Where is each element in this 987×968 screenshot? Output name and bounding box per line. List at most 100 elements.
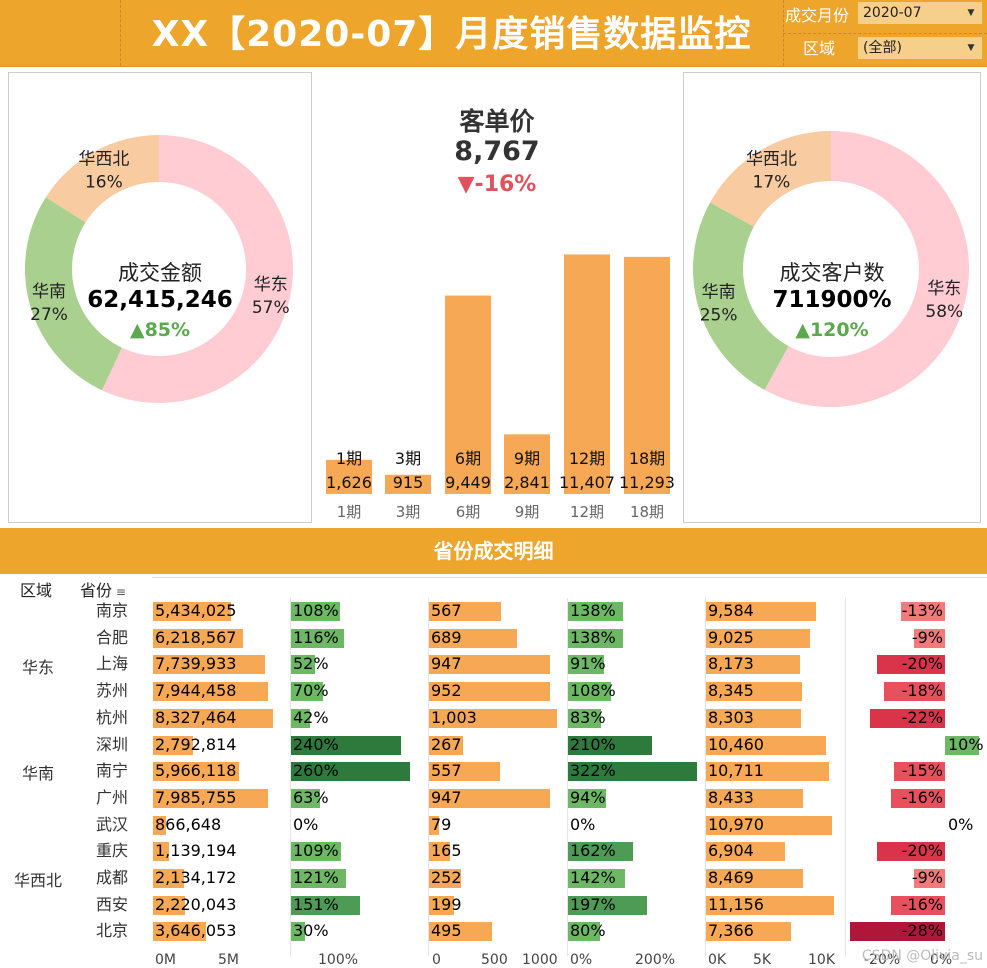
price-value: 8,767 <box>454 136 540 167</box>
customers_chg-value: 210% <box>570 734 616 754</box>
filter-icon[interactable]: ≡ <box>112 585 126 599</box>
axis-tick-label: 0 <box>432 952 441 968</box>
bar-category-label: 6期 <box>455 449 481 468</box>
amount-bar <box>153 628 243 648</box>
donut-slice-0 <box>764 131 969 407</box>
price-bar <box>706 655 800 675</box>
price-bar <box>706 895 835 915</box>
chevron-down-icon[interactable]: ▼ <box>960 37 982 59</box>
amount-value: 7,944,458 <box>155 681 237 701</box>
month-filter-select[interactable]: 2020-07 ▼ <box>858 2 982 24</box>
slice-name-label: 华东 <box>927 279 961 299</box>
table-row: 北京 3,646,053 30% 495 80% 7,366 -28% <box>0 918 987 944</box>
price-change: ▼-16% <box>457 172 537 197</box>
price-value: 8,345 <box>708 681 754 701</box>
customers-bar <box>429 815 440 835</box>
bar-category-label: 3期 <box>395 449 421 468</box>
price-value: 7,366 <box>708 921 754 941</box>
amount_chg-bar <box>291 895 360 915</box>
price-value: 8,303 <box>708 707 754 727</box>
bar-value-label: 1,626 <box>326 473 372 492</box>
amount_chg-bar <box>291 628 344 648</box>
amount_chg-value: 52% <box>293 654 329 674</box>
price-chg-value: -18% <box>901 681 943 701</box>
region-label-south: 华南 <box>21 764 54 783</box>
customers_chg-value: 138% <box>570 627 616 647</box>
bar-value-label: 11,407 <box>559 473 615 492</box>
customers_chg-bar <box>568 788 606 808</box>
amount-bar <box>153 762 240 782</box>
price-chg-bar <box>883 682 945 702</box>
bar-1期 <box>326 459 372 494</box>
customers_chg-value: 138% <box>570 601 616 620</box>
region-label-northwest: 华西北 <box>13 871 62 890</box>
customers-bar <box>429 708 557 728</box>
city-label: 南京 <box>95 601 128 620</box>
slice-pct-label: 25% <box>700 306 738 326</box>
price-value: 8,433 <box>708 787 754 807</box>
amount-value: 7,739,933 <box>155 654 237 674</box>
table-row: 重庆 1,139,194 109% 165 162% 6,904 -20% <box>0 838 987 864</box>
amount-bar <box>153 788 269 808</box>
month-filter-value: 2020-07 <box>863 5 922 21</box>
bar-3期 <box>385 474 431 494</box>
slice-pct-label: 17% <box>753 172 791 192</box>
slice-pct-label: 58% <box>925 302 963 322</box>
price-chg-bar <box>914 869 945 888</box>
amount_chg-value: 108% <box>293 601 339 620</box>
customers-value: 689 <box>431 627 462 647</box>
slice-name-label: 华南 <box>702 283 736 303</box>
amount_chg-value: 116% <box>293 627 339 647</box>
customers-bar <box>429 655 550 675</box>
amount-bar <box>153 682 268 702</box>
customers_chg-value: 322% <box>570 761 616 781</box>
customers_chg-bar <box>568 708 602 728</box>
amount-value: 6,218,567 <box>155 627 237 647</box>
price-chg-bar <box>945 735 979 755</box>
amount_chg-value: 70% <box>293 681 329 701</box>
customers-value: 199 <box>431 894 462 914</box>
customers-title: 成交客户数 <box>779 261 885 285</box>
col-header-city[interactable]: 省份 ≡ <box>80 581 126 600</box>
customers_chg-bar <box>568 682 612 702</box>
customers-bar <box>429 762 500 782</box>
price-chg-bar <box>890 895 945 915</box>
price-chg-bar <box>877 655 945 675</box>
axis-tick-label: 5K <box>753 952 772 968</box>
price-chg-value: -22% <box>901 707 943 727</box>
price-chg-value: 0% <box>948 814 974 834</box>
amount-change: ▲85% <box>129 319 191 341</box>
price-bar <box>706 788 803 808</box>
x-tick-label: 9期 <box>515 503 540 521</box>
price-value: 10,970 <box>708 814 764 834</box>
customers-value: 495 <box>431 921 462 941</box>
slice-pct-label: 27% <box>30 305 68 325</box>
price-chg-value: -9% <box>911 627 943 647</box>
dashboard-header: XX【2020-07】月度销售数据监控 成交月份 2020-07 ▼ 区域 (全… <box>0 0 987 67</box>
price-value: 6,904 <box>708 841 754 861</box>
price-value: 10,711 <box>708 761 764 781</box>
customers_chg-value: 142% <box>570 868 616 887</box>
price-bar <box>706 628 810 648</box>
customers_chg-bar <box>568 869 625 888</box>
price-bar <box>706 735 827 755</box>
price-chg-bar <box>870 708 945 728</box>
amount-value: 5,434,025 <box>155 601 237 620</box>
amount-value: 2,792,814 <box>155 734 237 754</box>
table-row: 合肥 6,218,567 116% 689 138% 9,025 -9% <box>0 625 987 651</box>
price-bar <box>706 815 833 835</box>
customers-bar <box>429 735 463 755</box>
bar-value-label: 9,449 <box>445 473 491 492</box>
customers-bar <box>429 602 502 621</box>
chevron-down-icon[interactable]: ▼ <box>960 2 982 24</box>
price-chg-value: -16% <box>901 894 943 914</box>
table-row: 西安 2,220,043 151% 199 197% 11,156 -16% <box>0 892 987 918</box>
region-filter-select[interactable]: (全部) ▼ <box>858 37 982 59</box>
x-tick-label: 18期 <box>630 503 664 521</box>
customers-bar <box>429 895 455 915</box>
city-label: 重庆 <box>95 841 128 861</box>
customers_chg-bar <box>568 735 652 755</box>
axis-tick-label: -20% <box>864 952 901 968</box>
amount_chg-value: 240% <box>293 734 339 754</box>
customers_chg-value: 80% <box>570 921 606 941</box>
